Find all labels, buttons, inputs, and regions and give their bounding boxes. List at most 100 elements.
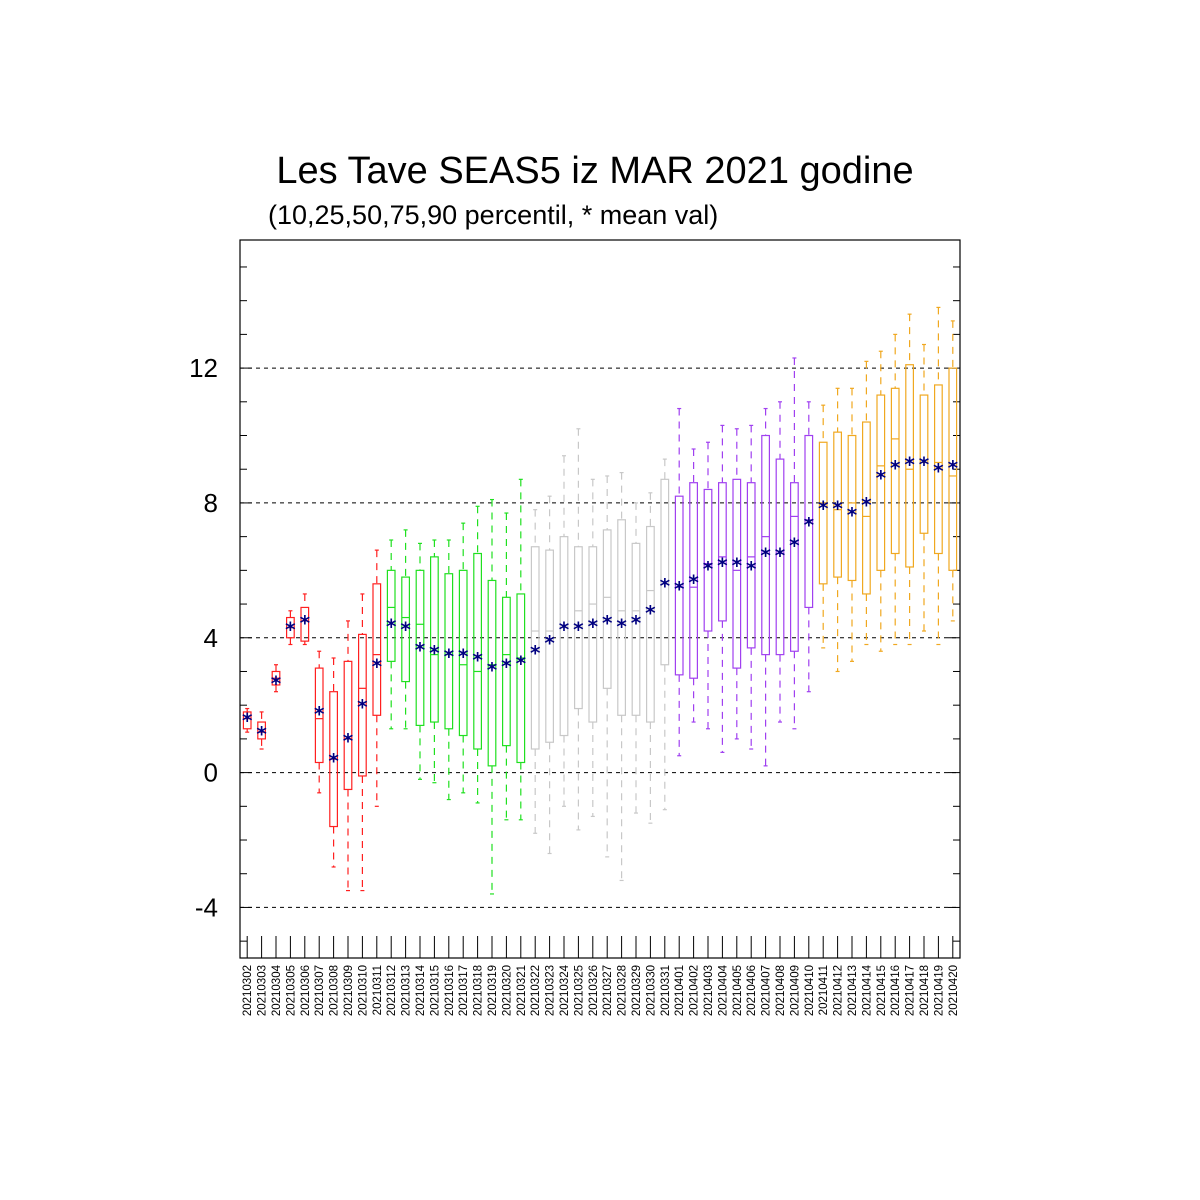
x-tick-label: 20210309 <box>343 965 355 1016</box>
mean-marker: * <box>429 641 440 665</box>
box-iqr <box>588 546 598 723</box>
mean-marker: * <box>645 601 656 625</box>
mean-marker: * <box>674 577 685 601</box>
box-20210311: * <box>372 549 383 807</box>
mean-marker: * <box>544 631 555 655</box>
mean-marker: * <box>588 614 599 638</box>
box-20210414: * <box>861 360 872 646</box>
box-iqr <box>804 434 814 609</box>
box-20210420: * <box>948 320 959 622</box>
x-tick-label: 20210331 <box>660 965 672 1016</box>
mean-marker: * <box>415 638 426 662</box>
mean-marker: * <box>242 709 253 733</box>
box-iqr <box>876 394 886 571</box>
box-iqr <box>847 434 857 582</box>
x-tick-label: 20210318 <box>473 965 485 1016</box>
box-iqr <box>660 478 670 666</box>
mean-marker: * <box>847 503 858 527</box>
box-iqr <box>358 633 367 777</box>
box-iqr <box>257 721 266 740</box>
x-tick-label: 20210324 <box>559 964 571 1016</box>
box-20210321: * <box>516 478 527 821</box>
mean-marker: * <box>444 645 455 669</box>
box-20210329: * <box>631 502 642 814</box>
mean-marker: * <box>516 651 527 675</box>
mean-marker: * <box>703 557 714 581</box>
x-tick-label: 20210313 <box>401 965 413 1016</box>
x-tick-label: 20210402 <box>689 965 701 1016</box>
box-20210312: * <box>386 539 397 730</box>
box-iqr <box>905 364 914 568</box>
mean-marker: * <box>573 618 584 642</box>
box-iqr <box>948 367 958 571</box>
box-20210306: * <box>300 593 311 646</box>
mean-marker: * <box>472 648 483 672</box>
x-tick-label: 20210407 <box>761 965 773 1016</box>
mean-marker: * <box>660 574 671 598</box>
x-tick-label: 20210316 <box>444 965 456 1016</box>
box-iqr <box>300 606 310 642</box>
box-iqr <box>473 552 482 750</box>
mean-marker: * <box>300 611 311 635</box>
x-tick-label: 20210406 <box>746 965 758 1016</box>
box-20210323: * <box>544 495 555 855</box>
mean-marker: * <box>688 570 699 594</box>
mean-marker: * <box>559 618 570 642</box>
box-20210412: * <box>832 387 843 673</box>
box-iqr <box>372 583 382 716</box>
x-tick-label: 20210323 <box>545 965 557 1016</box>
x-tick-label: 20210329 <box>631 965 643 1016</box>
box-20210313: * <box>400 529 411 730</box>
x-tick-label: 20210420 <box>948 965 960 1016</box>
box-iqr <box>314 667 324 764</box>
box-20210406: * <box>746 424 757 750</box>
box-20210330: * <box>645 492 656 824</box>
box-iqr <box>703 488 713 632</box>
x-tick-label: 20210401 <box>674 965 686 1016</box>
box-20210315: * <box>429 539 440 784</box>
mean-marker: * <box>717 554 728 578</box>
box-iqr <box>775 458 785 656</box>
box-iqr <box>530 546 540 750</box>
box-20210327: * <box>602 475 613 858</box>
box-iqr <box>789 482 799 652</box>
box-iqr <box>833 431 842 578</box>
mean-marker: * <box>458 645 469 669</box>
chart-title: Les Tave SEAS5 iz MAR 2021 godine <box>276 150 914 192</box>
box-iqr <box>559 536 569 737</box>
box-iqr <box>401 576 410 683</box>
mean-marker: * <box>760 543 771 567</box>
box-iqr <box>732 478 742 669</box>
x-tick-label: 20210305 <box>285 965 297 1016</box>
box-iqr <box>444 573 454 730</box>
box-20210304: * <box>271 664 282 696</box>
x-tick-label: 20210418 <box>919 965 931 1016</box>
mean-marker: * <box>386 614 397 638</box>
box-iqr <box>631 542 641 716</box>
box-iqr <box>717 482 727 622</box>
x-tick-label: 20210405 <box>732 965 744 1016</box>
x-tick-label: 20210320 <box>501 965 513 1016</box>
mean-marker: * <box>804 513 815 537</box>
x-tick-label: 20210315 <box>429 965 441 1016</box>
mean-marker: * <box>933 459 944 483</box>
mean-marker: * <box>948 456 959 480</box>
y-tick-label: 12 <box>189 353 218 383</box>
x-tick-label: 20210327 <box>602 965 614 1016</box>
box-iqr <box>861 421 871 595</box>
mean-marker: * <box>285 618 296 642</box>
box-iqr <box>818 441 828 585</box>
box-20210415: * <box>876 350 887 652</box>
box-20210314: * <box>415 542 426 780</box>
box-20210402: * <box>688 448 699 723</box>
x-tick-label: 20210409 <box>789 965 801 1016</box>
box-20210324: * <box>559 455 570 807</box>
x-tick-label: 20210410 <box>804 965 816 1016</box>
x-tick-label: 20210302 <box>242 965 254 1016</box>
box-20210331: * <box>660 458 671 811</box>
box-iqr <box>487 579 497 767</box>
box-iqr <box>602 529 612 689</box>
box-iqr <box>674 495 684 676</box>
box-iqr <box>502 596 511 747</box>
box-20210417: * <box>904 313 915 646</box>
